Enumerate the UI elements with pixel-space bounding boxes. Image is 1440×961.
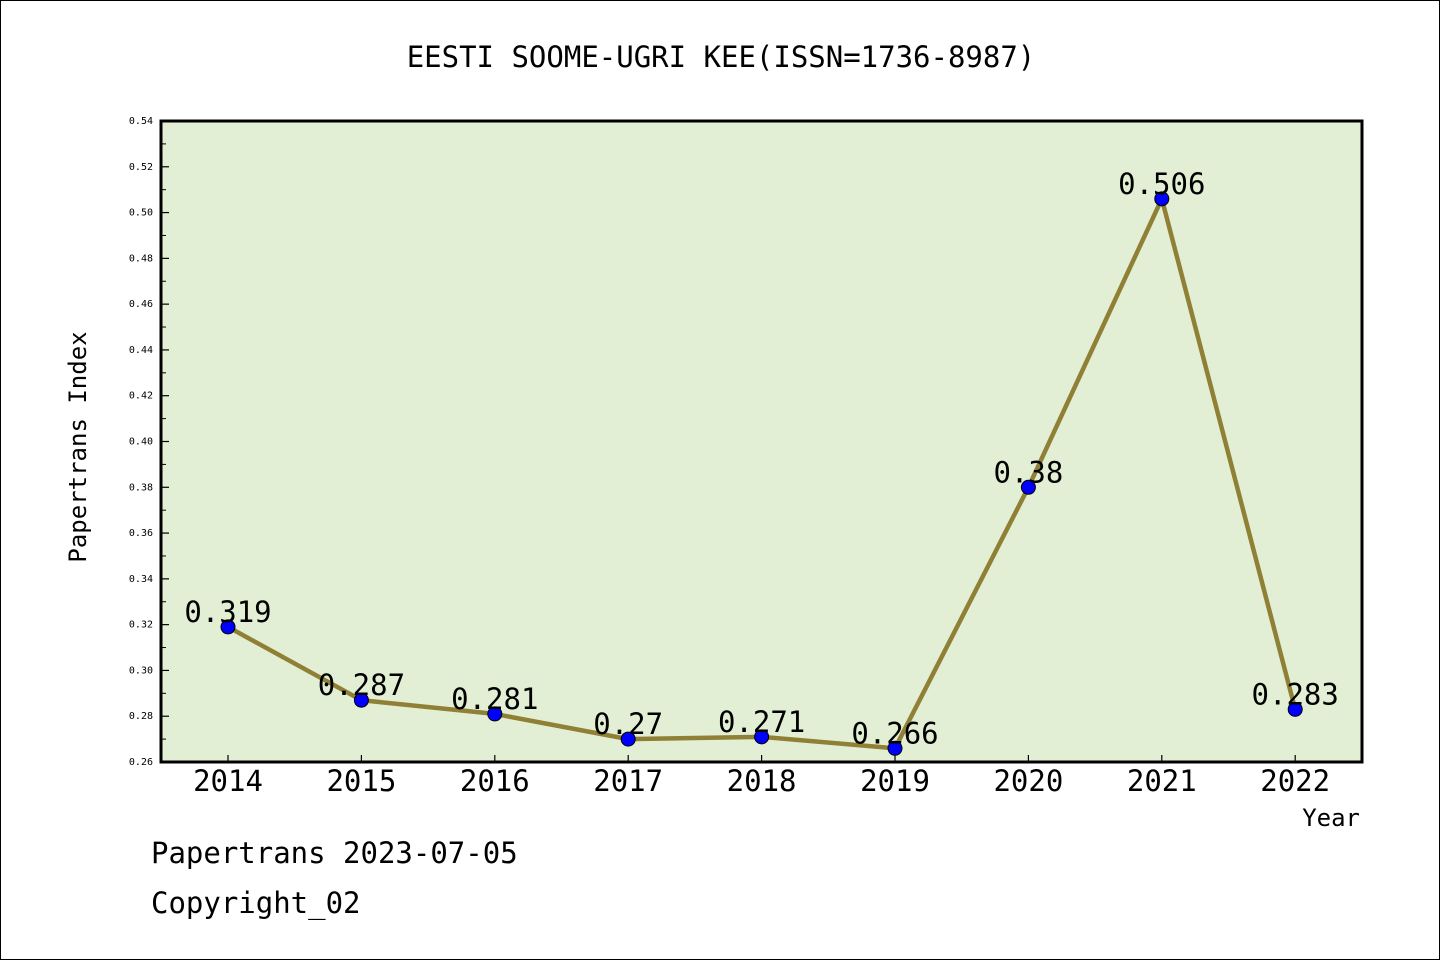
y-axis: 0.26 0.28 0.30 0.32 0.34 0.36 0.38 0.40 0.42 0.44… [129,116,169,768]
data-point [620,731,636,747]
y-tick-label: 0.44 [129,345,153,356]
y-tick-label: 0.32 [129,620,153,631]
data-point [487,706,503,722]
x-tick-label: 2019 [860,764,930,798]
y-tick-label: 0.54 [129,116,153,127]
data-label: 0.271 [718,705,805,739]
data-point [1020,479,1036,495]
data-labels: 0.319 0.287 0.281 0.27 0.271 0.266 0.38 0.506 0.… [184,167,1339,750]
data-label: 0.506 [1118,167,1205,201]
y-axis-label: Papertrans Index [64,331,92,562]
y-tick-label: 0.28 [129,711,153,722]
y-tick-label: 0.38 [129,482,153,493]
x-tick-label: 2020 [993,764,1063,798]
y-tick-label: 0.46 [129,299,153,310]
x-axis-label: Year [1302,804,1360,832]
x-tick-label: 2015 [326,764,396,798]
data-point [887,740,903,756]
x-tick-label: 2017 [593,764,663,798]
data-label: 0.287 [318,668,405,702]
y-tick-label: 0.40 [129,437,153,448]
data-label: 0.27 [593,707,663,741]
data-label: 0.38 [993,455,1063,489]
chart-title: EESTI SOOME-UGRI KEE(ISSN=1736-8987) [407,40,1036,74]
data-label: 0.283 [1252,677,1339,711]
y-tick-label: 0.34 [129,574,153,585]
data-point [220,619,236,635]
y-tick-label: 0.30 [129,665,153,676]
x-tick-label: 2022 [1260,764,1330,798]
data-point [1154,191,1170,207]
x-tick-label: 2016 [460,764,530,798]
y-tick-label: 0.52 [129,162,153,173]
x-tick-label: 2018 [727,764,797,798]
y-tick-label: 0.42 [129,391,153,402]
data-point [1287,701,1303,717]
footer-copyright: Copyright_02 [151,886,361,920]
x-tick-label: 2014 [193,764,263,798]
x-tick-label: 2021 [1127,764,1197,798]
y-tick-label: 0.36 [129,528,153,539]
data-point [754,729,770,745]
series-markers [220,191,1303,756]
data-label: 0.266 [851,716,938,750]
data-point [353,692,369,708]
y-tick-label: 0.50 [129,208,153,219]
data-label: 0.281 [451,682,538,716]
y-tick-label: 0.48 [129,253,153,264]
plot-area [159,119,1364,764]
x-axis: 2014 2015 2016 2017 2018 2019 2020 2021 2022 [193,755,1330,798]
footer-date: Papertrans 2023-07-05 [151,836,518,870]
y-tick-label: 0.26 [129,757,153,768]
data-label: 0.319 [184,595,271,629]
